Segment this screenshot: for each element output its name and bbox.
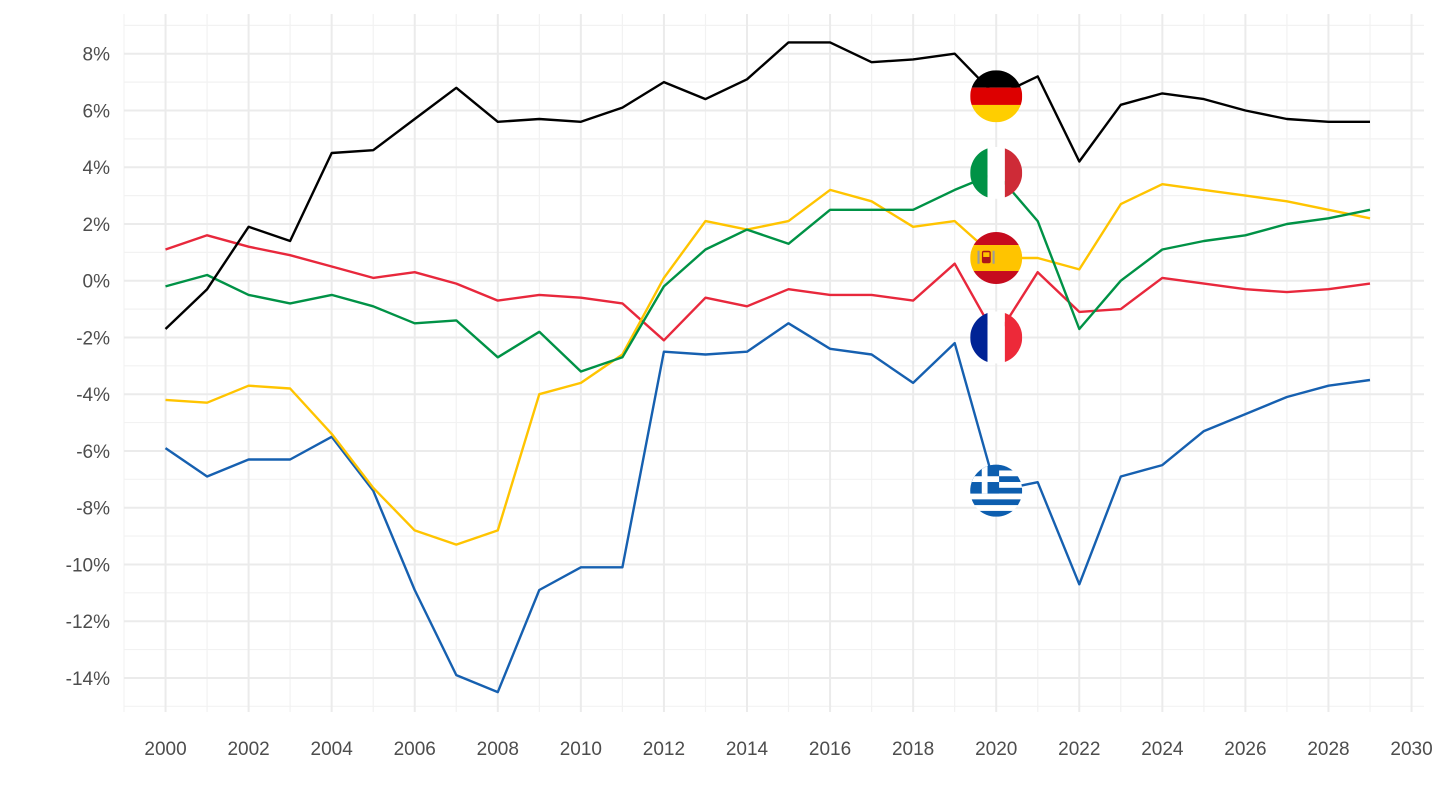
x-tick-label: 2002 (227, 739, 269, 760)
italy-flag-icon (970, 146, 1023, 199)
y-tick-label: 2% (83, 215, 111, 236)
y-tick-label: -2% (76, 328, 110, 349)
y-tick-label: -6% (76, 442, 110, 463)
y-tick-label: -10% (66, 555, 110, 576)
y-tick-label: 4% (83, 158, 111, 179)
y-tick-label: -4% (76, 385, 110, 406)
x-tick-label: 2006 (394, 739, 436, 760)
x-tick-label: 2004 (311, 739, 354, 760)
series-lines (164, 41, 1371, 694)
country-flag-markers (970, 70, 1023, 517)
x-tick-label: 2022 (1058, 739, 1100, 760)
x-tick-label: 2026 (1224, 739, 1266, 760)
series-line-spain (165, 182, 1371, 546)
minor-gridlines (123, 14, 1424, 712)
x-tick-label: 2028 (1307, 739, 1349, 760)
y-tick-label: -14% (66, 669, 110, 690)
x-tick-label: 2012 (643, 739, 685, 760)
x-tick-label: 2014 (726, 739, 769, 760)
greece-flag-icon (970, 464, 1023, 517)
x-tick-label: 2024 (1141, 739, 1184, 760)
y-tick-label: 6% (83, 101, 111, 122)
x-tick-label: 2008 (477, 739, 519, 760)
x-tick-label: 2030 (1390, 739, 1432, 760)
series-line-germany (164, 41, 1370, 330)
x-tick-label: 2020 (975, 739, 1017, 760)
series-line-greece (164, 322, 1371, 694)
x-tick-label: 2018 (892, 739, 934, 760)
series-line-france (165, 234, 1371, 342)
major-gridlines (124, 14, 1424, 712)
x-axis-tick-labels: 2000 2002 2004 2006 2008 2010 2012 2014 2016 2018… (144, 739, 1432, 760)
x-tick-label: 2016 (809, 739, 851, 760)
x-tick-label: 2000 (144, 739, 186, 760)
france-flag-icon (970, 311, 1023, 364)
series-line-italy (165, 171, 1371, 373)
germany-flag-icon (970, 70, 1023, 123)
y-tick-label: 0% (83, 272, 111, 293)
y-tick-label: -8% (76, 499, 110, 520)
y-axis-tick-labels: 8% 6% 4% 2% 0% -2% -4% -6% -8% -10% -12% -14% (66, 45, 110, 690)
y-tick-label: 8% (83, 45, 111, 66)
y-tick-label: -12% (66, 612, 110, 633)
spain-flag-icon (970, 232, 1023, 285)
x-tick-label: 2010 (560, 739, 602, 760)
